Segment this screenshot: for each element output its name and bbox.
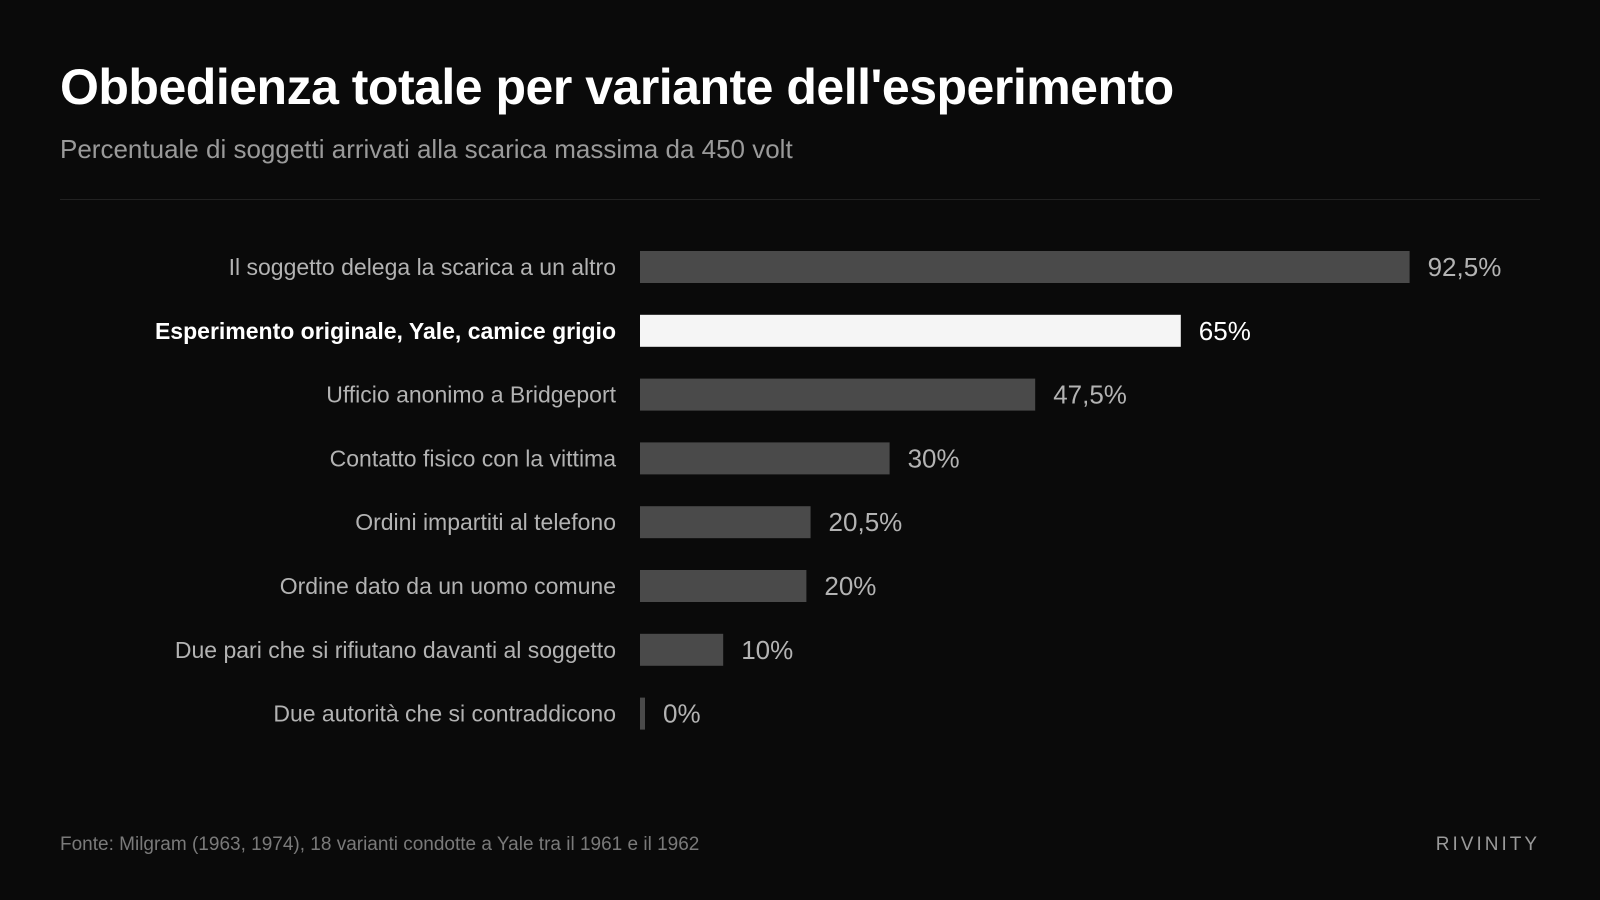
bar: [640, 506, 811, 539]
value-label: 65%: [1199, 316, 1251, 346]
brand-logo: RIVINITY: [1435, 834, 1540, 855]
category-label: Ordine dato da un uomo comune: [280, 573, 616, 599]
value-label: 20,5%: [829, 507, 903, 537]
source-note: Fonte: Milgram (1963, 1974), 18 varianti…: [60, 834, 700, 855]
value-label: 30%: [908, 443, 960, 473]
category-label: Due autorità che si contraddicono: [273, 701, 616, 727]
value-label: 92,5%: [1428, 252, 1502, 282]
category-label: Contatto fisico con la vittima: [330, 445, 617, 471]
value-label: 20%: [824, 571, 876, 601]
value-label: 10%: [741, 635, 793, 665]
chart-subtitle: Percentuale di soggetti arrivati alla sc…: [60, 134, 793, 164]
category-label: Il soggetto delega la scarica a un altro: [229, 254, 616, 280]
bar: [640, 442, 890, 475]
header-divider: [60, 199, 1540, 200]
category-label: Ordini impartiti al telefono: [355, 509, 616, 535]
bar: [640, 633, 724, 666]
chart-title: Obbedienza totale per variante dell'espe…: [60, 59, 1174, 115]
bar: [640, 697, 645, 730]
bar: [640, 251, 1410, 283]
bar: [640, 570, 807, 602]
value-label: 0%: [663, 699, 701, 729]
category-label: Due pari che si rifiutano davanti al sog…: [175, 637, 616, 663]
bar-highlighted: [640, 314, 1181, 347]
bar: [640, 378, 1036, 411]
value-label: 47,5%: [1053, 380, 1127, 410]
category-label: Esperimento originale, Yale, camice grig…: [155, 318, 616, 344]
category-label: Ufficio anonimo a Bridgeport: [326, 382, 616, 408]
